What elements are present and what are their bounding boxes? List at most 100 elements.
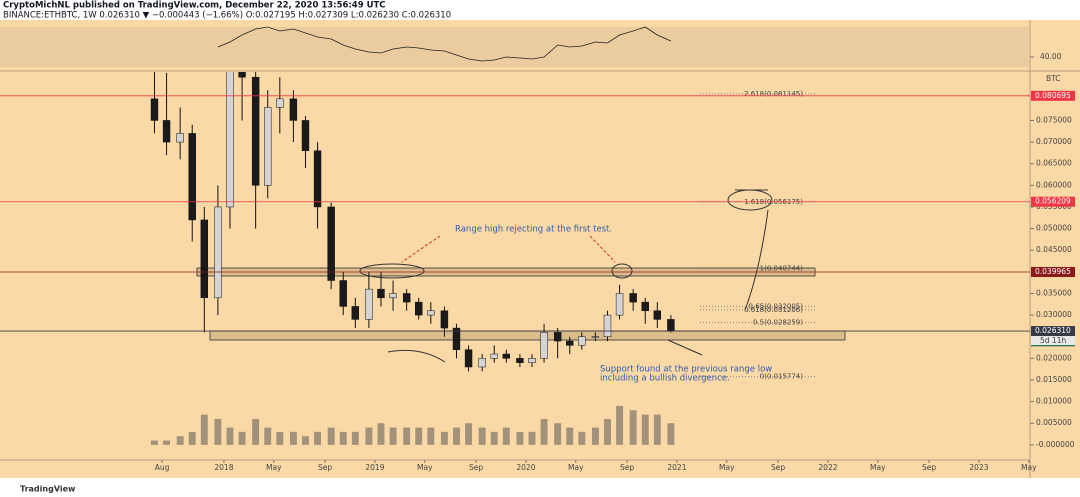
header-title: CryptoMichNL published on TradingView.co… bbox=[3, 1, 386, 11]
candle-body bbox=[188, 133, 196, 221]
candle-body bbox=[516, 358, 524, 363]
x-tick-label: Sep bbox=[620, 463, 634, 472]
candle-body bbox=[351, 306, 360, 320]
volume-bar bbox=[214, 418, 222, 445]
candle-body bbox=[478, 358, 486, 368]
candle-body bbox=[641, 301, 649, 312]
rsi-tick-label: 40.00 bbox=[1040, 52, 1062, 61]
footer-logo: TradingView bbox=[20, 485, 76, 494]
volume-bar bbox=[502, 427, 510, 445]
candle-body bbox=[490, 353, 498, 359]
volume-bar bbox=[415, 427, 423, 445]
fib-label: 0(0.015774) bbox=[760, 373, 804, 381]
candle-body bbox=[226, 72, 234, 208]
candle-body bbox=[452, 327, 461, 350]
candle-body bbox=[553, 332, 562, 342]
x-tick-label: 2021 bbox=[667, 463, 686, 472]
candle-body bbox=[653, 310, 662, 320]
y-tick-label: 0.065000 bbox=[1036, 159, 1072, 168]
header-bg bbox=[0, 0, 1080, 20]
ellipse bbox=[611, 263, 633, 279]
x-tick-label: 2020 bbox=[516, 463, 535, 472]
candle-body bbox=[440, 310, 449, 329]
candle-body bbox=[276, 98, 284, 108]
annotation: Support found at the previous range low bbox=[600, 365, 772, 375]
volume-bar bbox=[653, 414, 661, 445]
volume-bar bbox=[365, 427, 373, 445]
candle-body bbox=[289, 98, 298, 121]
fib-label: 1(0.040744) bbox=[760, 265, 804, 273]
countdown: 5d 11h bbox=[1040, 336, 1066, 345]
volume-bar bbox=[667, 423, 675, 445]
volume-bar bbox=[453, 427, 460, 445]
candle-body bbox=[464, 349, 473, 368]
range-low-box bbox=[209, 330, 846, 341]
volume-bar bbox=[151, 440, 158, 445]
volume-bar bbox=[289, 431, 297, 445]
candle-body bbox=[327, 206, 335, 281]
candle-body bbox=[578, 336, 586, 346]
x-tick-label: Sep bbox=[318, 463, 332, 472]
volume-bar bbox=[616, 405, 624, 445]
chart-bg bbox=[0, 20, 1080, 478]
volume-bar bbox=[314, 431, 322, 445]
y-tick-label: 0.030000 bbox=[1036, 310, 1072, 319]
candle-body bbox=[591, 336, 600, 338]
price-label-bg bbox=[1031, 326, 1075, 337]
volume-bar bbox=[478, 427, 486, 445]
candle-body bbox=[313, 150, 322, 208]
y-tick-label: 0.010000 bbox=[1036, 397, 1072, 406]
y-tick-label: -0.000000 bbox=[1036, 440, 1075, 449]
candle-body bbox=[214, 206, 222, 299]
ellipse bbox=[359, 263, 425, 279]
candle-body bbox=[566, 340, 574, 346]
x-tick-label: 2022 bbox=[818, 463, 837, 472]
x-tick-label: May bbox=[870, 463, 886, 472]
candle-body bbox=[389, 293, 397, 299]
x-tick-label: Sep bbox=[922, 463, 936, 472]
candle-body bbox=[264, 107, 272, 186]
candle-body bbox=[629, 293, 637, 303]
annotation: Range high rejecting at the first test. bbox=[455, 225, 612, 235]
volume-bar bbox=[604, 418, 611, 445]
volume-bar bbox=[176, 436, 184, 445]
y-tick-label: 0.005000 bbox=[1036, 418, 1072, 427]
price-label: 0.056209 bbox=[1035, 197, 1071, 206]
volume-bar bbox=[554, 423, 562, 445]
volume-bar bbox=[238, 431, 246, 445]
y-tick-label: 0.070000 bbox=[1036, 137, 1072, 146]
candle-body bbox=[615, 293, 624, 316]
volume-bar bbox=[629, 410, 637, 445]
rsi-pane bbox=[0, 26, 1030, 67]
candle-body bbox=[150, 98, 159, 121]
y-tick-label: 0.020000 bbox=[1036, 353, 1072, 362]
volume-bar bbox=[440, 431, 448, 445]
volume-bar bbox=[302, 436, 309, 445]
price-label-bg bbox=[1031, 196, 1075, 207]
candle-body bbox=[402, 293, 411, 303]
x-tick-label: May bbox=[266, 463, 282, 472]
fib-label: 0.5(0.028259) bbox=[753, 319, 803, 327]
y-tick-label: 0.045000 bbox=[1036, 245, 1072, 254]
candle-body bbox=[176, 133, 184, 143]
fib-label: 0.618(0.031206) bbox=[744, 306, 803, 314]
y-tick-label: 0.075000 bbox=[1036, 115, 1072, 124]
candle-body bbox=[301, 120, 310, 151]
footer-bg bbox=[0, 478, 1080, 497]
y-tick-label: 0.015000 bbox=[1036, 375, 1072, 384]
plot bbox=[150, 72, 675, 445]
volume-bar bbox=[403, 427, 411, 445]
candle-body bbox=[162, 120, 171, 143]
volume-bar bbox=[641, 414, 649, 445]
candle-body bbox=[339, 280, 347, 307]
candle-body bbox=[415, 301, 423, 316]
volume-bar bbox=[540, 418, 548, 445]
volume-bar bbox=[578, 431, 586, 445]
volume-bar bbox=[528, 431, 536, 445]
volume-bar bbox=[427, 427, 435, 445]
price-label: 0.039965 bbox=[1035, 267, 1071, 276]
candle-body bbox=[427, 310, 435, 316]
volume-bar bbox=[276, 431, 284, 445]
header-subtitle: BINANCE:ETHBTC, 1W 0.026310 ▼ −0.000443 … bbox=[3, 11, 451, 21]
candle-body bbox=[238, 72, 246, 78]
